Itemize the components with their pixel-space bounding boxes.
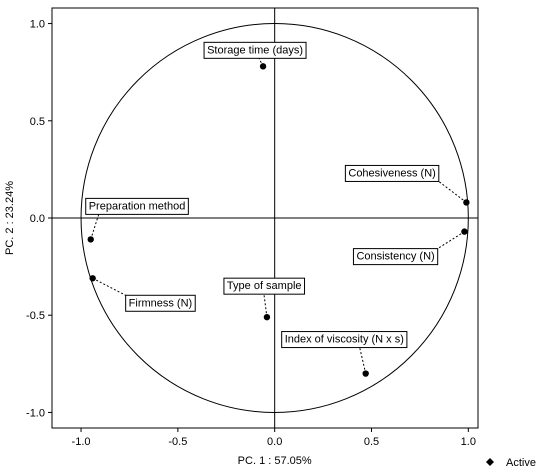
variable-label-text: Firmness (N): [129, 297, 193, 309]
variable-label-text: Cohesiveness (N): [348, 167, 435, 179]
variable-label-box: [125, 294, 196, 312]
variable-point: [259, 63, 267, 70]
variable-point: [461, 228, 468, 235]
variable-label-text: Index of viscosity (N x s): [285, 334, 404, 346]
y-axis-label: PC. 2 : 23.24%: [4, 181, 16, 255]
variable-label: Firmness (N): [125, 294, 196, 312]
x-tick-label: -1.0: [72, 436, 91, 448]
y-tick-label: 1.0: [30, 19, 45, 31]
variable-label-box: [352, 248, 439, 266]
variable-point: [263, 313, 271, 321]
variable-point: [89, 275, 96, 282]
variable-label-box: [85, 197, 189, 215]
x-tick-label: 0.0: [267, 436, 282, 448]
variable-label: Preparation method: [85, 197, 189, 215]
variable-label-box: [203, 41, 307, 59]
variable-point: [87, 236, 94, 243]
legend-diamond-icon: [486, 458, 494, 466]
variable-label: Consistency (N): [352, 248, 439, 266]
leader-line: [438, 181, 467, 203]
variable-label: Index of viscosity (N x s): [281, 331, 408, 349]
x-tick-label: -0.5: [168, 436, 187, 448]
variable-label: Type of sample: [223, 277, 306, 295]
leader-line: [359, 347, 367, 374]
variable-label-text: Consistency (N): [356, 251, 434, 263]
x-axis-label: PC. 1 : 57.05%: [238, 455, 312, 467]
leader-line: [263, 294, 268, 318]
variable-label-text: Type of sample: [227, 280, 302, 292]
variable-label-text: Preparation method: [89, 200, 186, 212]
leader-line: [437, 231, 465, 250]
variable-label-box: [223, 277, 306, 295]
leader-line: [92, 277, 126, 296]
variable-label: Cohesiveness (N): [344, 164, 440, 182]
variable-label-box: [281, 331, 408, 349]
variable-point: [463, 199, 470, 206]
y-tick-label: 0.5: [30, 116, 45, 128]
y-tick-label: -1.0: [26, 407, 45, 419]
x-tick-label: 1.0: [461, 436, 476, 448]
variable-label-box: [344, 164, 440, 182]
variable-label: Storage time (days): [203, 41, 307, 59]
leader-line: [90, 214, 100, 240]
legend-label: Active: [506, 457, 536, 469]
variable-point: [362, 370, 369, 377]
x-tick-label: 0.5: [364, 436, 379, 448]
y-tick-label: 0.0: [30, 213, 45, 225]
y-tick-label: -0.5: [26, 310, 45, 322]
variable-label-text: Storage time (days): [207, 44, 303, 56]
